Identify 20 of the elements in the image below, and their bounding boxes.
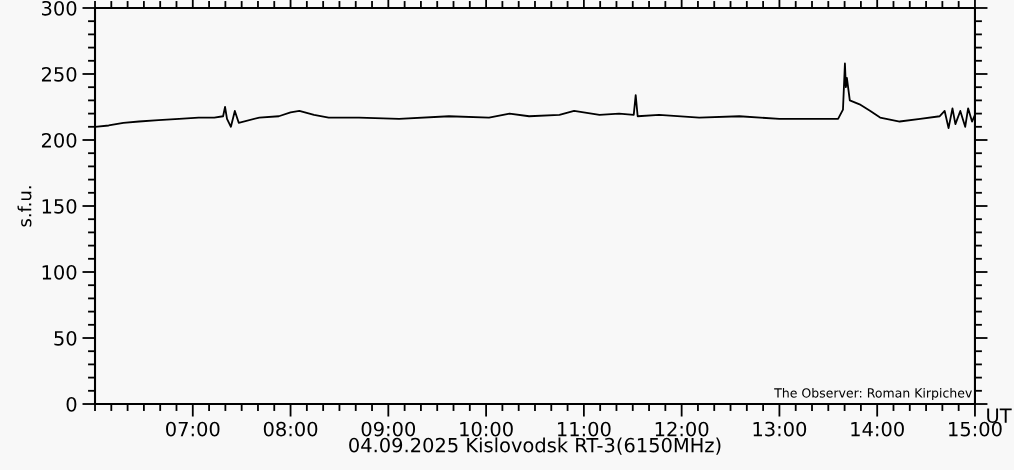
y-tick-label: 300: [42, 0, 77, 16]
x-tick-label: 08:00: [263, 421, 318, 437]
y-tick-label: 150: [42, 198, 77, 214]
text: UT: [987, 408, 1012, 424]
x-tick-label: 09:00: [361, 421, 416, 437]
x-tick-label: 15:00: [949, 421, 1002, 437]
y-tick-label: 250: [41, 66, 77, 82]
x-tick-label: 07:00: [166, 421, 220, 437]
y-axis-title: s.f.u.: [17, 186, 32, 227]
y-tick-label: 50: [54, 330, 77, 346]
y-tick-label: 0: [66, 396, 77, 412]
x-tick-label: 10:00: [460, 421, 513, 437]
x-tick-label: 11:00: [557, 421, 611, 437]
y-tick-label: 100: [42, 264, 77, 280]
x-tick-label: 12:00: [655, 421, 709, 437]
y-tick-label: 200: [41, 132, 77, 148]
x-axis-title: 04.09.2025 Kislovodsk RT-3(6150MHz): [349, 437, 721, 455]
x-tick-label: 14:00: [851, 421, 904, 437]
annotation: The Observer: Roman Kirpichev: [774, 387, 972, 401]
x-tick-label: 13:00: [753, 421, 807, 437]
